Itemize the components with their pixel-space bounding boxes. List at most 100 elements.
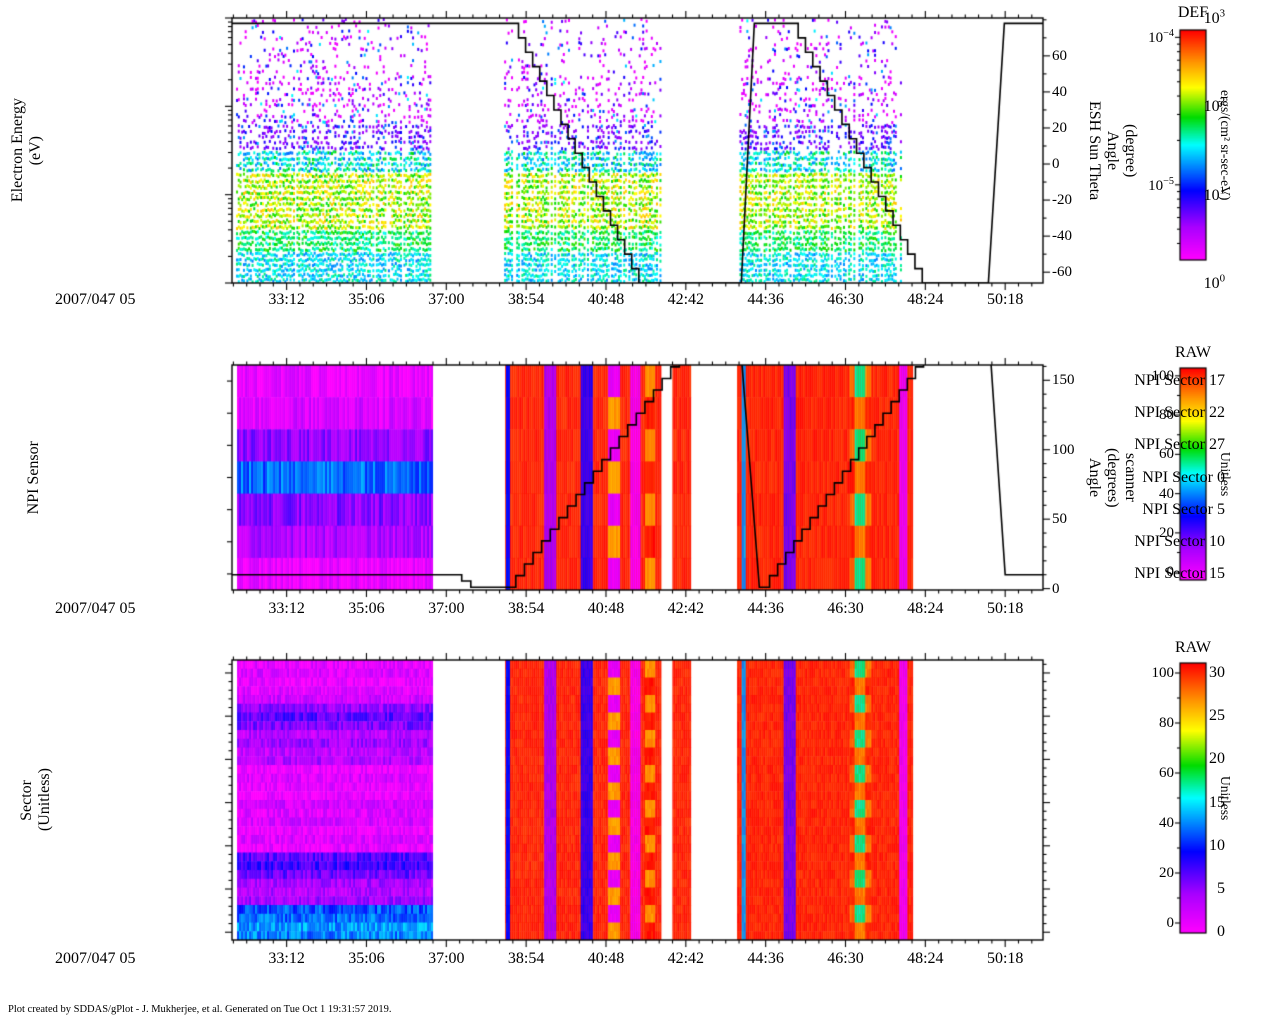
row-label: NPI Sector 15 — [1134, 565, 1225, 583]
colorbar-tick-label: 20 — [1159, 864, 1174, 881]
axis-title-line: Sector — [18, 779, 35, 821]
x-tick-label: 37:00 — [428, 600, 465, 617]
colorbar-units-text: Unitless — [1218, 775, 1233, 821]
raw-colorbar-title-npi: RAW — [1174, 344, 1212, 361]
y-tick-label: 102 — [1203, 95, 1225, 116]
right-tick-label: 40 — [1052, 83, 1067, 100]
colorbar-tick-label: 0 — [1166, 563, 1175, 580]
electron-energy-spectrogram-canvas — [220, 6, 1055, 295]
x-tick-label: 38:54 — [507, 600, 545, 617]
axis-title-line: Angle — [1086, 457, 1103, 498]
x-tick-label: 48:24 — [907, 950, 944, 967]
x-axis-date-label: 2007/047 05 — [55, 600, 136, 617]
colorbar-tick-label: 0 — [1166, 914, 1175, 931]
x-tick-label: 35:06 — [348, 291, 385, 308]
y-tick-label: 0 — [1217, 923, 1225, 941]
row-label: NPI Sector 17 — [1134, 372, 1225, 390]
right-tick-label: 50 — [1052, 510, 1067, 527]
colorbar-tick-label: 10−5 — [1148, 175, 1174, 194]
row-label: NPI Sector 0 — [1142, 468, 1225, 486]
def-colorbar — [1170, 24, 1216, 266]
x-tick-label: 44:36 — [747, 950, 784, 967]
x-tick-label: 40:48 — [587, 950, 625, 967]
raw-colorbar-units-npi: Unitless — [1212, 368, 1238, 580]
x-axis-date-label: 2007/047 05 — [55, 950, 136, 967]
x-tick-label: 48:24 — [907, 600, 944, 617]
right-tick-label: 150 — [1052, 372, 1075, 389]
sector-heatmap-canvas — [220, 648, 1055, 952]
row-label: NPI Sector 10 — [1134, 532, 1225, 550]
raw-colorbar-sector — [1170, 657, 1216, 939]
axis-title-line: Angle — [1104, 130, 1121, 171]
axis-title-line: (Unitless) — [36, 768, 53, 832]
axis-title-line: (degrees) — [1104, 447, 1121, 508]
y-tick-label: 10 — [1209, 837, 1225, 854]
x-tick-label: 40:48 — [587, 291, 625, 308]
row-label: NPI Sector 27 — [1134, 436, 1225, 454]
x-tick-label: 37:00 — [428, 291, 465, 308]
colorbar-tick-label: 40 — [1159, 485, 1174, 502]
x-tick-label: 42:42 — [667, 950, 705, 967]
row-label: NPI Sector 5 — [1142, 500, 1225, 518]
x-tick-label: 46:30 — [827, 600, 864, 617]
axis-title-line: Electron Energy — [9, 98, 26, 203]
y-tick-label: 5 — [1217, 880, 1225, 898]
x-tick-label: 40:48 — [587, 600, 625, 617]
right-tick-label: 60 — [1052, 47, 1067, 64]
colorbar-tick-label: 100 — [1151, 367, 1175, 384]
right-tick-label: 100 — [1052, 441, 1075, 458]
x-tick-label: 42:42 — [667, 600, 705, 617]
scanner-angle-axis-title: Angle (degrees) scanner — [1084, 365, 1140, 590]
y-tick-label: 101 — [1203, 184, 1225, 204]
axis-title-line: (eV) — [27, 135, 44, 166]
x-tick-label: 37:00 — [428, 950, 465, 967]
npi-sensor-heatmap-canvas — [220, 353, 1055, 602]
colorbar-tick-label: 40 — [1159, 814, 1174, 831]
y-tick-label: 103 — [1203, 7, 1225, 27]
sector-axis-title: Sector (Unitless) — [12, 660, 60, 940]
axis-title-line: scanner — [1122, 453, 1139, 502]
x-tick-label: 50:18 — [986, 600, 1024, 617]
x-tick-label: 50:18 — [986, 291, 1024, 308]
def-colorbar-units: ergs/(cm² sr-sec-eV) — [1212, 30, 1238, 260]
npi-sensor-axis-title: NPI Sensor — [22, 365, 46, 590]
x-axis-date-label: 2007/047 05 — [55, 291, 136, 308]
raw-colorbar-title-sector: RAW — [1174, 639, 1212, 656]
y-tick-label: 30 — [1209, 664, 1225, 682]
x-tick-label: 35:06 — [348, 950, 385, 967]
x-tick-label: 33:12 — [268, 600, 305, 617]
colorbar-tick-label: 10−4 — [1148, 28, 1174, 47]
right-tick-label: 0 — [1052, 580, 1060, 597]
right-tick-label: 0 — [1052, 155, 1060, 172]
colorbar-units-text: Unitless — [1218, 451, 1233, 497]
raw-colorbar-npi — [1170, 362, 1216, 586]
y-tick-label: 15 — [1209, 793, 1225, 811]
right-tick-label: -20 — [1052, 191, 1072, 208]
colorbar-tick-label: 60 — [1159, 446, 1174, 463]
electron-energy-axis-title: Electron Energy (eV) — [4, 18, 50, 283]
x-tick-label: 48:24 — [907, 291, 944, 308]
colorbar-tick-label: 60 — [1159, 764, 1174, 781]
x-tick-label: 35:06 — [348, 600, 385, 617]
right-tick-label: 20 — [1052, 119, 1067, 136]
x-tick-label: 46:30 — [827, 291, 864, 308]
x-tick-label: 46:30 — [827, 950, 864, 967]
axis-title-line: NPI Sensor — [25, 440, 42, 515]
x-tick-label: 42:42 — [667, 291, 705, 308]
x-tick-label: 50:18 — [986, 950, 1024, 967]
row-label: NPI Sector 22 — [1134, 404, 1225, 422]
axis-title-line: (degree) — [1122, 123, 1139, 178]
colorbar-tick-label: 100 — [1151, 664, 1175, 681]
x-tick-label: 33:12 — [268, 950, 305, 967]
colorbar-tick-label: 20 — [1159, 524, 1174, 541]
y-tick-label: 25 — [1209, 707, 1225, 725]
colorbar-tick-label: 80 — [1159, 406, 1174, 423]
def-colorbar-title: DEF — [1177, 4, 1209, 21]
x-tick-label: 44:36 — [747, 600, 784, 617]
right-tick-label: -40 — [1052, 227, 1072, 244]
x-tick-label: 38:54 — [507, 291, 545, 308]
x-tick-label: 33:12 — [268, 291, 305, 308]
right-tick-label: -60 — [1052, 263, 1072, 280]
x-tick-label: 38:54 — [507, 950, 545, 967]
